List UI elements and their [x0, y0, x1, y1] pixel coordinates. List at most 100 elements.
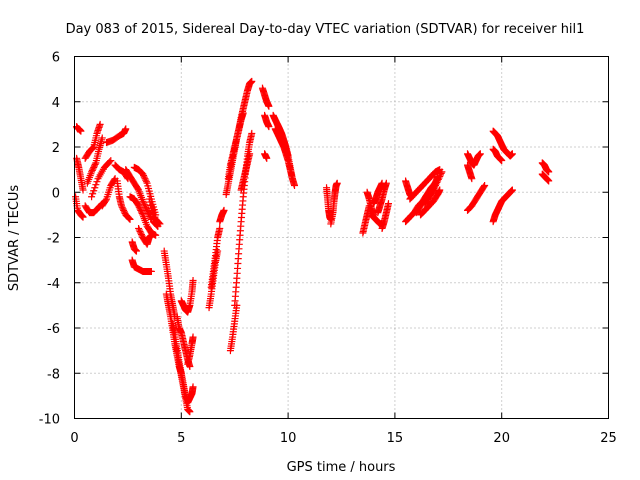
data-point [79, 186, 87, 194]
data-point [154, 222, 162, 230]
data-point [189, 276, 197, 284]
data-point [102, 196, 110, 204]
y-tick-label: -2 [47, 232, 60, 247]
data-point [248, 129, 256, 137]
data-point [382, 179, 390, 187]
data-point [135, 202, 143, 210]
data-point [139, 170, 147, 178]
data-point [545, 177, 553, 185]
data-point [91, 160, 99, 168]
data-point [126, 215, 134, 223]
data-point [498, 157, 506, 165]
data-point [141, 202, 149, 210]
data-point [428, 187, 436, 195]
x-tick-label: 15 [387, 431, 404, 446]
y-tick-label: -6 [47, 322, 60, 337]
data-point [284, 152, 292, 160]
data-point [96, 120, 104, 128]
data-point [145, 195, 153, 203]
data-point [88, 193, 96, 201]
data-point [147, 201, 155, 209]
x-tick-label: 0 [70, 431, 78, 446]
data-point [132, 247, 140, 255]
data-point [246, 150, 254, 158]
data-point [426, 191, 434, 199]
data-point [120, 206, 128, 214]
data-point [88, 145, 96, 153]
data-point [89, 190, 97, 198]
x-tick-label: 20 [493, 431, 510, 446]
data-point [468, 175, 476, 183]
data-point [144, 208, 152, 216]
data-point [265, 123, 273, 131]
data-point [134, 185, 142, 193]
y-tick-label: 2 [52, 141, 60, 156]
data-point [135, 226, 143, 234]
data-point [90, 163, 98, 171]
data-point [140, 199, 148, 207]
grid-lines [74, 56, 609, 419]
y-tick-label: -10 [39, 413, 60, 428]
data-point [90, 187, 98, 195]
chart-title: Day 083 of 2015, Sidereal Day-to-day VTE… [66, 22, 585, 37]
data-point [117, 202, 125, 210]
x-tick-label: 5 [177, 431, 185, 446]
data-point [263, 154, 271, 162]
data-point [137, 230, 145, 238]
data-point [147, 267, 155, 275]
data-point [91, 184, 99, 192]
data-point [248, 77, 256, 85]
data-point [265, 102, 273, 110]
data-point [88, 166, 96, 174]
data-point [142, 176, 150, 184]
data-point [142, 205, 150, 213]
data-point [427, 188, 435, 196]
data-point [424, 196, 432, 204]
data-point [79, 213, 87, 221]
data-point [135, 203, 143, 211]
data-point [434, 172, 442, 180]
data-point [508, 150, 516, 158]
y-tick-labels: -10 -8 -6 -4 -2 0 2 4 6 [39, 51, 60, 428]
data-point [119, 205, 127, 213]
data-point [423, 197, 431, 205]
data-point [189, 333, 197, 341]
data-point [92, 181, 100, 189]
data-point [141, 175, 149, 183]
data-point [125, 214, 133, 222]
data-point [137, 206, 145, 214]
plot-frame [74, 56, 609, 419]
data-point [137, 229, 145, 237]
y-tick-label: 4 [52, 96, 60, 111]
data-point [140, 172, 148, 180]
data-point [239, 109, 247, 117]
data-point [508, 186, 516, 194]
data-point [93, 178, 101, 186]
data-point [106, 158, 114, 166]
data-point [425, 193, 433, 201]
x-tick-labels: 0 5 10 15 20 25 [70, 431, 616, 446]
data-point [118, 203, 126, 211]
data-point [384, 200, 392, 208]
data-point [481, 181, 489, 189]
data-point [137, 208, 145, 216]
data-point [216, 224, 224, 232]
data-point [140, 173, 148, 181]
y-axis-title: SDTVAR / TECUs [7, 185, 22, 292]
data-point [136, 205, 144, 213]
data-point [142, 203, 150, 211]
data-point [147, 231, 155, 239]
data-point [424, 194, 432, 202]
data-point [135, 224, 143, 232]
data-point [186, 408, 194, 416]
data-point [437, 169, 445, 177]
data-point [429, 185, 437, 193]
data-point [107, 157, 115, 165]
y-tick-label: 6 [52, 51, 60, 66]
data-point [138, 209, 146, 217]
data-point [142, 178, 150, 186]
data-point [88, 168, 96, 176]
data-points [72, 77, 553, 416]
data-point [77, 127, 85, 135]
